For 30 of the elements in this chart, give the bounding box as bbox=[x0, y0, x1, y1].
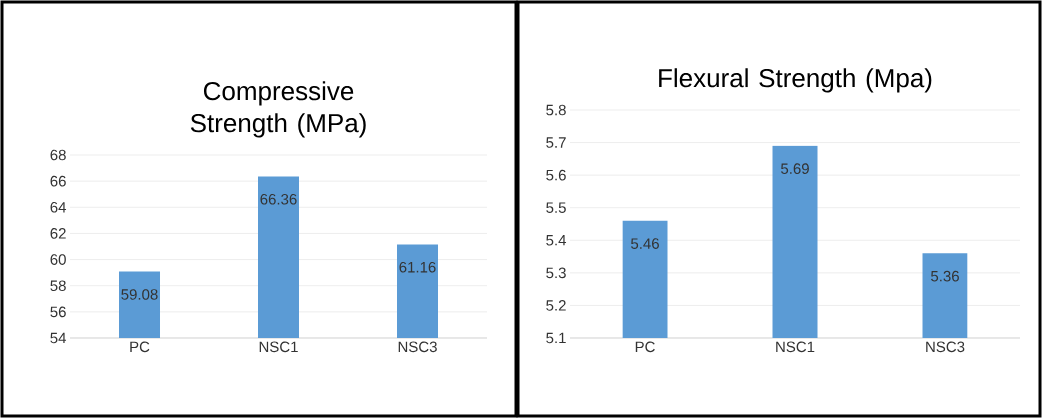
y-tick-label: 64 bbox=[50, 201, 67, 213]
data-label: 66.36 bbox=[260, 193, 297, 205]
y-tick-label: 5.1 bbox=[546, 332, 566, 344]
y-tick-label: 5.4 bbox=[546, 235, 567, 246]
data-label: 61.16 bbox=[399, 261, 436, 273]
y-tick-label: 60 bbox=[50, 254, 66, 265]
x-tick-label: NSC1 bbox=[259, 341, 298, 353]
y-tick-label: 5.8 bbox=[546, 104, 566, 116]
data-label: 59.08 bbox=[121, 289, 158, 300]
data-label: 5.46 bbox=[631, 238, 659, 249]
y-tick-label: 5.3 bbox=[546, 267, 566, 279]
x-tick-label: NSC3 bbox=[926, 341, 965, 353]
y-tick-label: 58 bbox=[50, 280, 66, 292]
x-tick-label: PC bbox=[130, 341, 150, 353]
y-tick-label: 56 bbox=[50, 306, 66, 318]
y-tick-label: 5.7 bbox=[546, 137, 566, 148]
data-label: 5.36 bbox=[931, 270, 959, 282]
y-tick-label: 54 bbox=[50, 332, 67, 344]
y-tick-label: 5.2 bbox=[546, 300, 566, 311]
y-tick-label: 66 bbox=[50, 175, 66, 187]
x-tick-label: PC bbox=[635, 341, 655, 353]
x-tick-label: NSC3 bbox=[398, 341, 437, 353]
data-label: 5.69 bbox=[781, 163, 809, 174]
y-tick-label: 5.5 bbox=[546, 202, 566, 213]
y-tick-label: 62 bbox=[50, 228, 66, 239]
y-tick-label: 68 bbox=[50, 149, 66, 161]
chart-title: Compressive Strength (MPa) bbox=[190, 81, 366, 138]
chart-title: Flexural Strength (Mpa) bbox=[659, 68, 932, 93]
y-tick-label: 5.6 bbox=[546, 169, 566, 181]
x-tick-label: NSC1 bbox=[776, 341, 815, 353]
